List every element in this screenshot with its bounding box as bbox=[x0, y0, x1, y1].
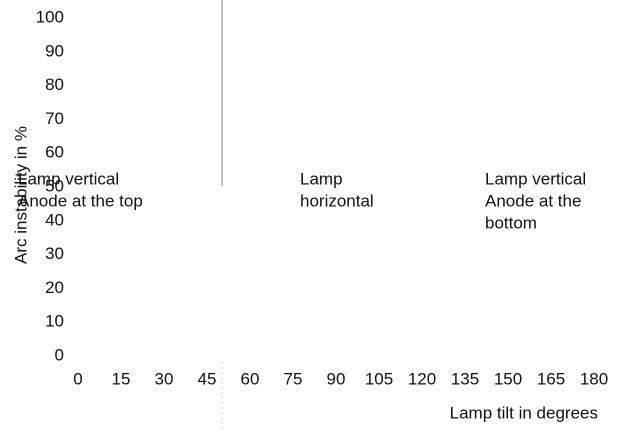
x-tick-label: 15 bbox=[112, 369, 131, 388]
annotation: Lamp vertical bbox=[18, 169, 119, 188]
y-axis-label: Arc instability in % bbox=[11, 126, 30, 264]
annotation: Lamp bbox=[300, 169, 343, 188]
y-tick-label: 30 bbox=[45, 244, 64, 263]
x-tick-label: 60 bbox=[241, 369, 260, 388]
x-axis-label: Lamp tilt in degrees bbox=[450, 403, 598, 422]
x-tick-label: 90 bbox=[327, 369, 346, 388]
y-tick-label: 0 bbox=[55, 345, 64, 364]
y-tick-label: 80 bbox=[45, 75, 64, 94]
x-tick-label: 0 bbox=[73, 369, 82, 388]
x-tick-label: 75 bbox=[284, 369, 303, 388]
y-tick-label: 50 bbox=[45, 176, 64, 195]
annotation: bottom bbox=[485, 213, 537, 232]
x-tick-label: 105 bbox=[365, 369, 393, 388]
annotation: Anode at the bbox=[485, 191, 581, 210]
y-tick-label: 40 bbox=[45, 210, 64, 229]
x-tick-label: 150 bbox=[494, 369, 522, 388]
x-tick-label: 120 bbox=[408, 369, 436, 388]
y-tick-label: 70 bbox=[45, 109, 64, 128]
y-tick-label: 90 bbox=[45, 41, 64, 60]
annotation: Lamp vertical bbox=[485, 169, 586, 188]
y-tick-label: 100 bbox=[36, 7, 64, 26]
y-tick-label: 60 bbox=[45, 143, 64, 162]
annotation: Anode at the top bbox=[18, 191, 143, 210]
x-tick-label: 135 bbox=[451, 369, 479, 388]
x-tick-label: 165 bbox=[537, 369, 565, 388]
x-tick-label: 30 bbox=[155, 369, 174, 388]
y-tick-label: 20 bbox=[45, 278, 64, 297]
annotation: horizontal bbox=[300, 191, 374, 210]
x-tick-label: 180 bbox=[580, 369, 608, 388]
y-tick-label: 10 bbox=[45, 312, 64, 331]
x-tick-label: 45 bbox=[198, 369, 217, 388]
